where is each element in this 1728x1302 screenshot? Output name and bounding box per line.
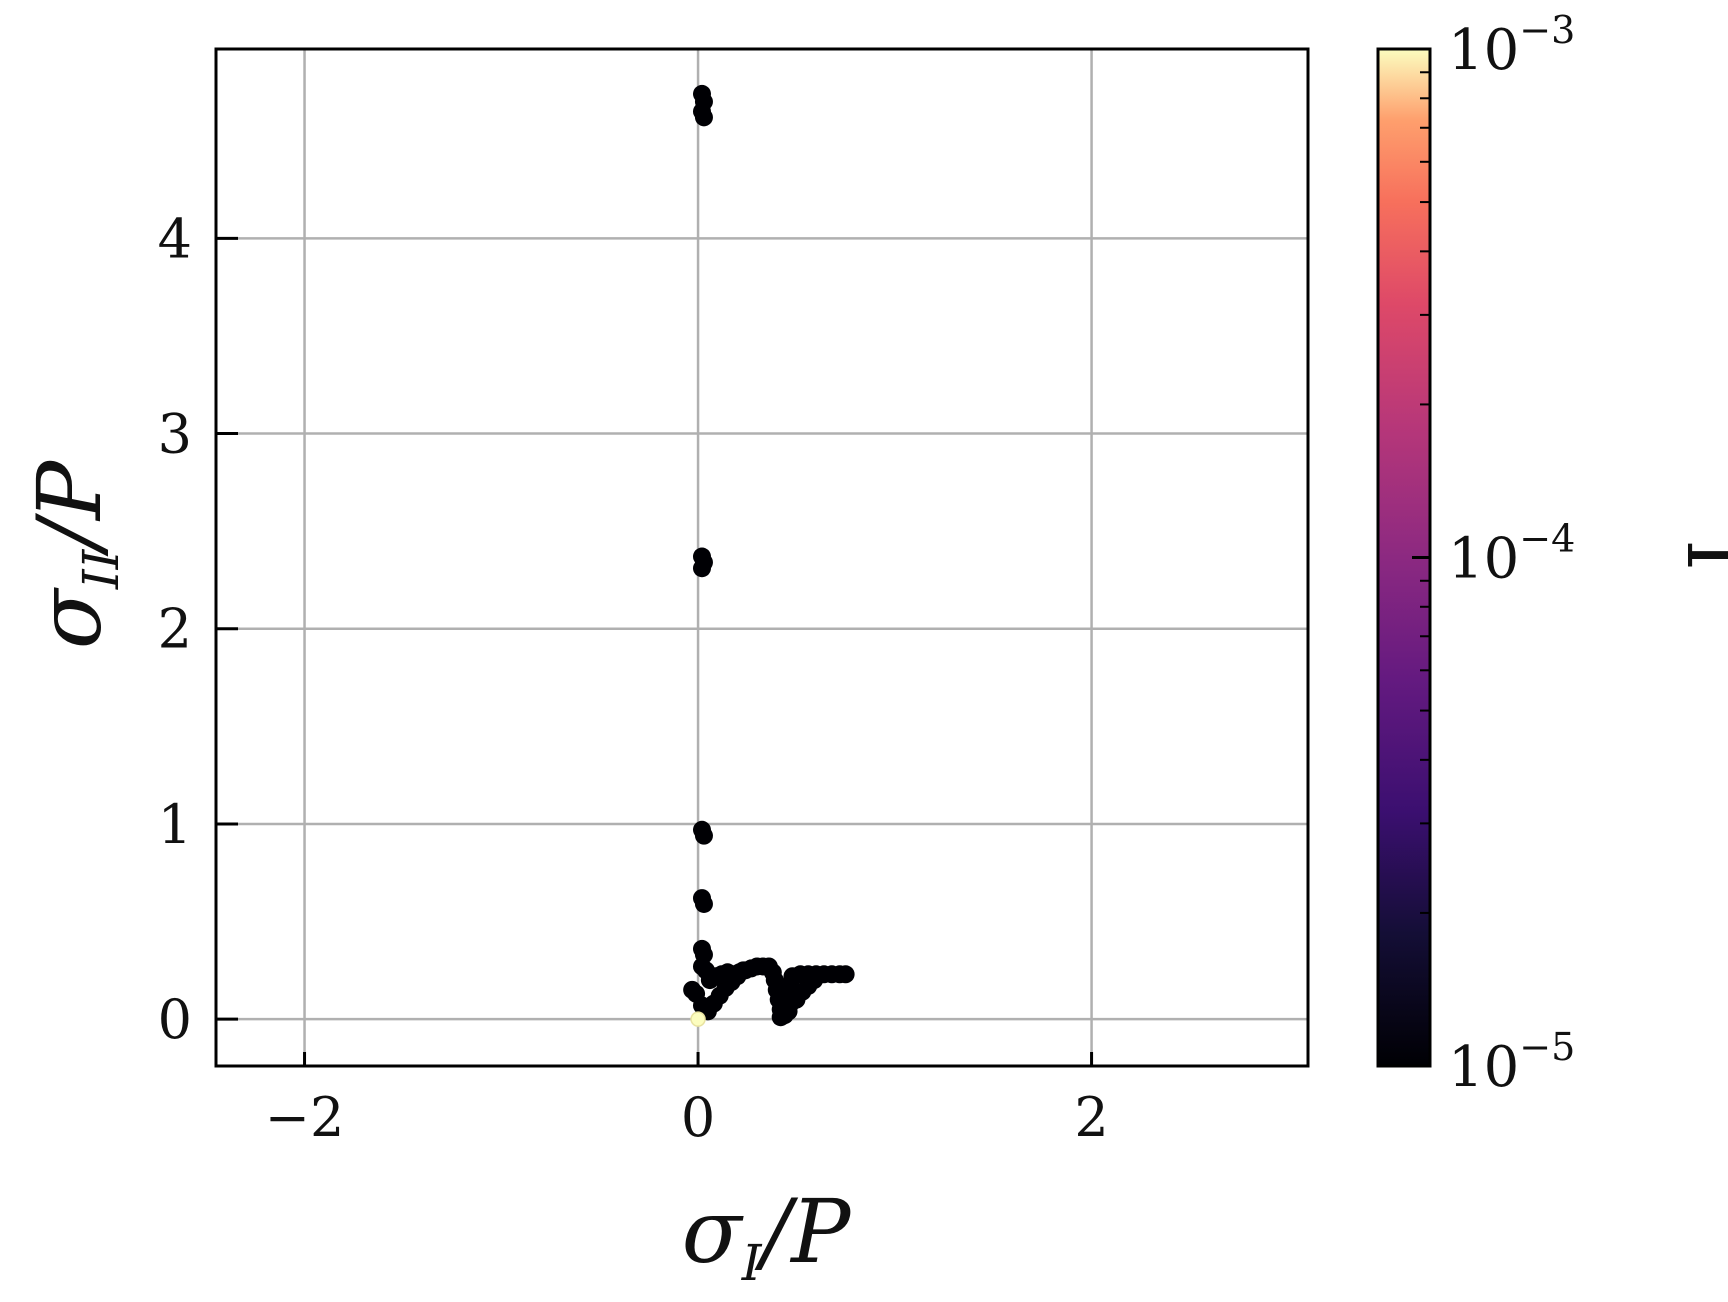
axis-ticks xyxy=(216,236,1094,1066)
data-point xyxy=(692,559,711,578)
colorbar-ticks xyxy=(1412,47,1430,1068)
y-tick-label: 0 xyxy=(158,988,192,1051)
colorbar-label: I xyxy=(1669,539,1728,571)
data-points xyxy=(683,84,855,1027)
colorbar-tick-labels: 10−5 10−4 10−3 xyxy=(1448,8,1575,1100)
data-point xyxy=(694,108,713,127)
y-tick-label: 4 xyxy=(158,207,192,270)
data-point xyxy=(694,826,713,845)
colorbar-tick-label: 10−5 xyxy=(1448,1025,1575,1100)
y-tick-labels: 0 1 2 3 4 xyxy=(158,207,192,1051)
y-tick-label: 1 xyxy=(158,793,192,856)
grid-lines xyxy=(216,49,1308,1066)
data-point xyxy=(694,894,713,913)
data-point xyxy=(836,965,855,984)
y-tick-label: 3 xyxy=(158,403,192,466)
x-tick-label: 0 xyxy=(681,1086,715,1149)
data-point xyxy=(690,1011,706,1027)
y-tick-label: 2 xyxy=(158,598,192,661)
x-tick-label: 2 xyxy=(1074,1086,1108,1149)
x-axis-label: σI/P xyxy=(682,1180,852,1292)
y-axis-label: σII/P xyxy=(18,459,130,649)
x-tick-labels: −2 0 2 xyxy=(265,1086,1109,1149)
x-tick-label: −2 xyxy=(265,1086,345,1149)
colorbar-tick-label: 10−3 xyxy=(1448,8,1575,83)
colorbar-tick-label: 10−4 xyxy=(1448,517,1575,592)
plot-frame xyxy=(214,47,1310,1068)
